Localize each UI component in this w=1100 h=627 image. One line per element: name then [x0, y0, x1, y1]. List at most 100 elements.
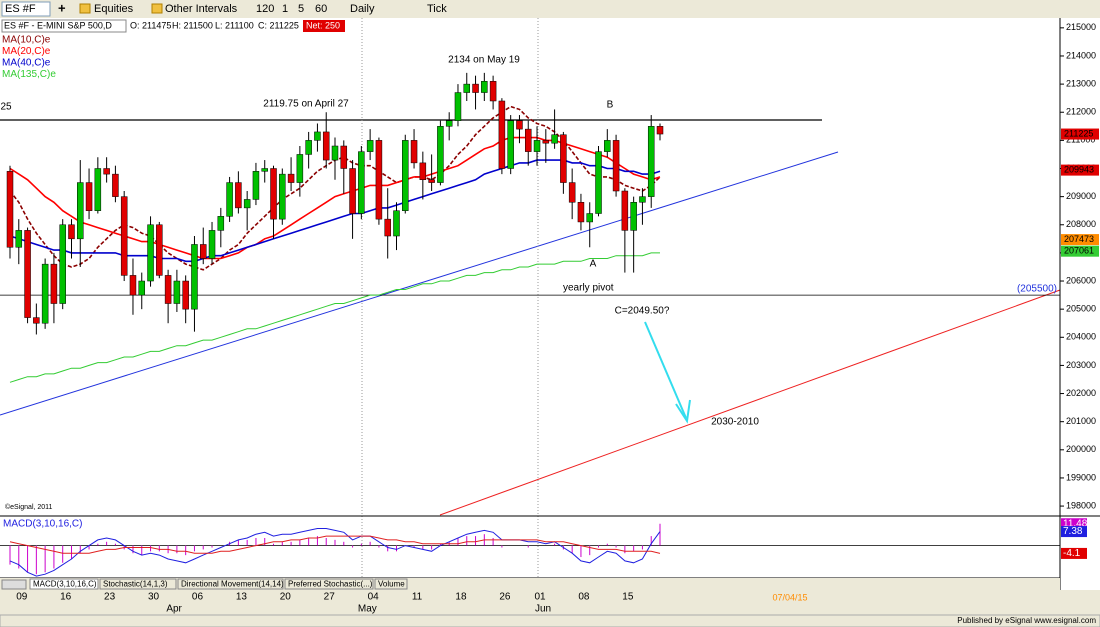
price-flag [1061, 234, 1099, 246]
candle-body [217, 216, 225, 231]
candle-body [243, 199, 251, 209]
price-flag-label: 207473 [1064, 234, 1094, 244]
candle-body [586, 213, 593, 223]
candle-body [94, 168, 102, 211]
candle-body [173, 280, 181, 304]
toolbar-item[interactable]: 5 [298, 3, 304, 15]
date-box [768, 592, 812, 603]
header-box [1, 19, 127, 33]
candle-body [349, 168, 356, 214]
candle-body [112, 173, 119, 197]
candle-body [656, 126, 664, 135]
y-tick-label: 201000 [1066, 416, 1096, 426]
legend-entry: MA(20,C)e [2, 46, 51, 57]
folder-icon[interactable] [151, 3, 163, 14]
toolbar [0, 0, 1100, 18]
candle-body [85, 182, 93, 211]
toolbar-item[interactable]: Other Intervals [165, 3, 238, 15]
candle-body [577, 202, 585, 223]
toolbar-item[interactable]: Daily [350, 3, 375, 15]
candle-body [314, 131, 321, 141]
toolbar-item[interactable]: Tick [427, 3, 447, 15]
legend-entry: MA(10,C)e [2, 35, 51, 46]
candle-body [595, 151, 602, 214]
tab-label[interactable]: Directional Movement(14,14) [181, 580, 284, 589]
candle-body [560, 134, 567, 183]
symbol[interactable]: ES #F [5, 3, 36, 15]
candle-body [199, 244, 207, 259]
y-tick-label: 203000 [1066, 360, 1096, 370]
net-box [303, 20, 345, 32]
candle-body [498, 100, 506, 169]
macd-flag-label: 11.48 [1063, 518, 1088, 529]
macd-flag [1061, 526, 1087, 538]
candle-body [322, 131, 330, 161]
candle-body [287, 173, 295, 183]
candle-body [358, 151, 365, 214]
toolbar-item[interactable]: 1 [282, 3, 288, 15]
tab[interactable] [374, 578, 408, 590]
toolbar-item[interactable]: 60 [315, 3, 327, 15]
candle-body [305, 140, 312, 155]
candle-body [182, 280, 189, 310]
header-low: L: 211100 [215, 20, 254, 30]
candle-body [103, 168, 110, 175]
tab-label[interactable]: MACD(3,10,16,C) [33, 580, 97, 589]
header-open: O: 211475 [130, 20, 171, 30]
candle-body [472, 83, 479, 93]
y-tick-label: 213000 [1066, 78, 1096, 88]
tab-label[interactable]: Volume [378, 580, 405, 589]
candle-body [270, 168, 277, 220]
pivot-label: (205500) [1017, 284, 1057, 295]
candle-body [6, 171, 14, 248]
candle-body [604, 140, 611, 152]
price-flag [1061, 245, 1099, 257]
tab[interactable] [284, 578, 374, 590]
moving-average [9, 159, 661, 263]
macd-flag-label: 7.38 [1063, 526, 1083, 537]
candle-body [419, 162, 427, 181]
tab[interactable] [99, 578, 177, 590]
x-tick-label: 15 [622, 592, 634, 603]
arrow-head [675, 399, 691, 424]
macd-title: MACD(3,10,16,C) [3, 519, 82, 530]
target-trendline [439, 289, 1061, 516]
tab[interactable] [29, 578, 99, 590]
candle-body [612, 140, 620, 192]
y-tick-label: 200000 [1066, 444, 1096, 454]
candle-body [279, 173, 286, 220]
candle-body [191, 244, 198, 310]
candle-body [208, 230, 216, 259]
candle-body [331, 145, 339, 161]
toolbar-item[interactable]: 120 [256, 3, 274, 15]
symbol-box[interactable] [1, 1, 51, 17]
copyright: ©eSignal, 2011 [5, 503, 53, 511]
candle-body [639, 196, 646, 203]
candle-body [138, 280, 146, 296]
x-tick-label: 01 [534, 592, 546, 603]
price-panel [0, 18, 1060, 516]
x-tick-label: 09 [16, 592, 28, 603]
annotation: 2030-2010 [711, 417, 759, 428]
add-icon[interactable]: + [58, 0, 66, 15]
x-tick-label: 26 [499, 592, 511, 603]
candle-body [393, 210, 400, 237]
y-tick-label: 208000 [1066, 219, 1096, 229]
month-label: Apr [166, 604, 182, 615]
tab-label[interactable]: Stochastic(14,1,3) [103, 580, 168, 589]
folder-icon[interactable] [79, 3, 91, 14]
candle-body [445, 120, 453, 127]
candle-body [41, 263, 49, 324]
header-net: Net: 250 [306, 20, 340, 30]
macd-line [9, 535, 661, 554]
candle-body [375, 140, 383, 220]
toolbar-item[interactable]: Equities [94, 3, 134, 15]
macd-flag [1061, 518, 1087, 530]
tab[interactable] [177, 578, 284, 590]
future-date: 07/04/15 [772, 592, 807, 602]
candle-body [630, 202, 637, 231]
tab-nav[interactable] [1, 579, 27, 590]
tab-label[interactable]: Preferred Stochastic(...) [288, 580, 373, 589]
